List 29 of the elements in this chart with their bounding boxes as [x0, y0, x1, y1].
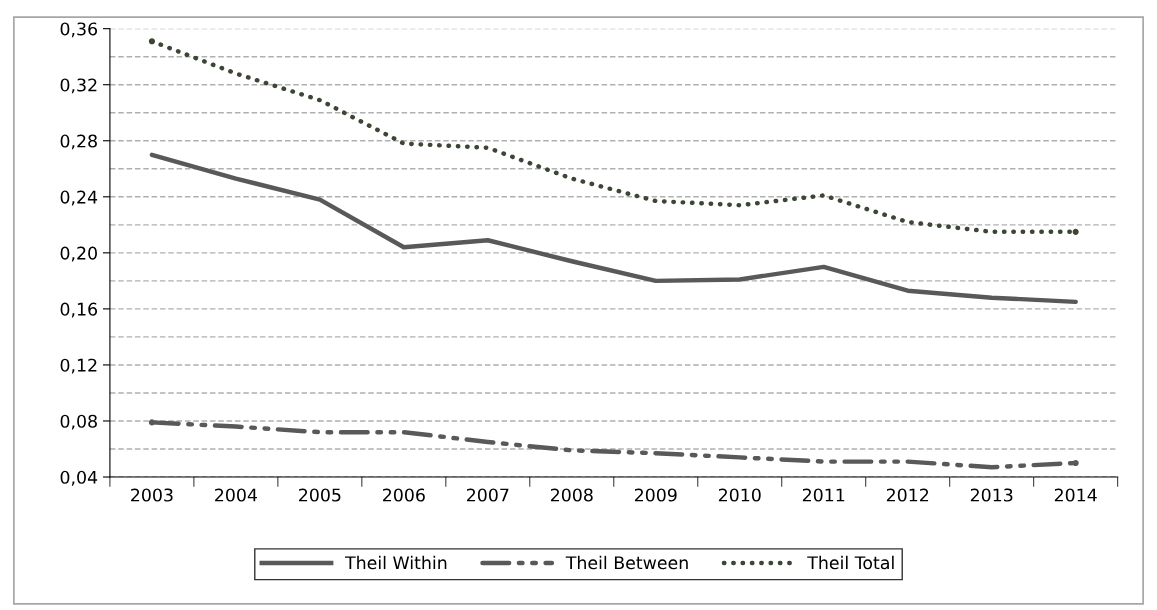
y-tick-label: 0,12 [60, 358, 97, 374]
x-tick-label: 2014 [1054, 488, 1097, 502]
line-series [149, 152, 1078, 305]
x-tick-label: 2005 [299, 488, 341, 502]
point [1072, 228, 1079, 235]
y-tick-label: 0,28 [60, 134, 97, 150]
y-tick-label: 0,08 [60, 414, 97, 430]
y-tick-label: 0,24 [60, 190, 98, 206]
x-tick-label: 2011 [802, 488, 845, 502]
x-tick-label: 2008 [550, 488, 593, 502]
y-tick-label: 0,16 [60, 302, 98, 318]
x-tick-label: 2007 [467, 488, 509, 502]
point [148, 419, 155, 426]
y-tick-label: 0,04 [60, 470, 98, 486]
y-tick-label: 0,36 [60, 22, 98, 38]
x-tick-label: 2013 [970, 488, 1013, 502]
y-tick-label: 0,20 [60, 246, 97, 262]
x-tick-label: 2004 [215, 488, 257, 502]
legend-label: Theil Within [345, 555, 447, 570]
x-tick-label: 2010 [718, 488, 761, 502]
legend-label: Theil Between [565, 555, 688, 570]
legend-label: Theil Total [807, 555, 894, 570]
point [148, 38, 155, 45]
point [1072, 459, 1079, 467]
x-tick-label: 2012 [886, 488, 929, 502]
y-tick-label: 0,32 [60, 78, 97, 94]
x-tick-label: 2006 [383, 488, 425, 502]
x-tick-label: 2003 [131, 488, 173, 502]
x-tick-label: 2009 [634, 488, 677, 502]
